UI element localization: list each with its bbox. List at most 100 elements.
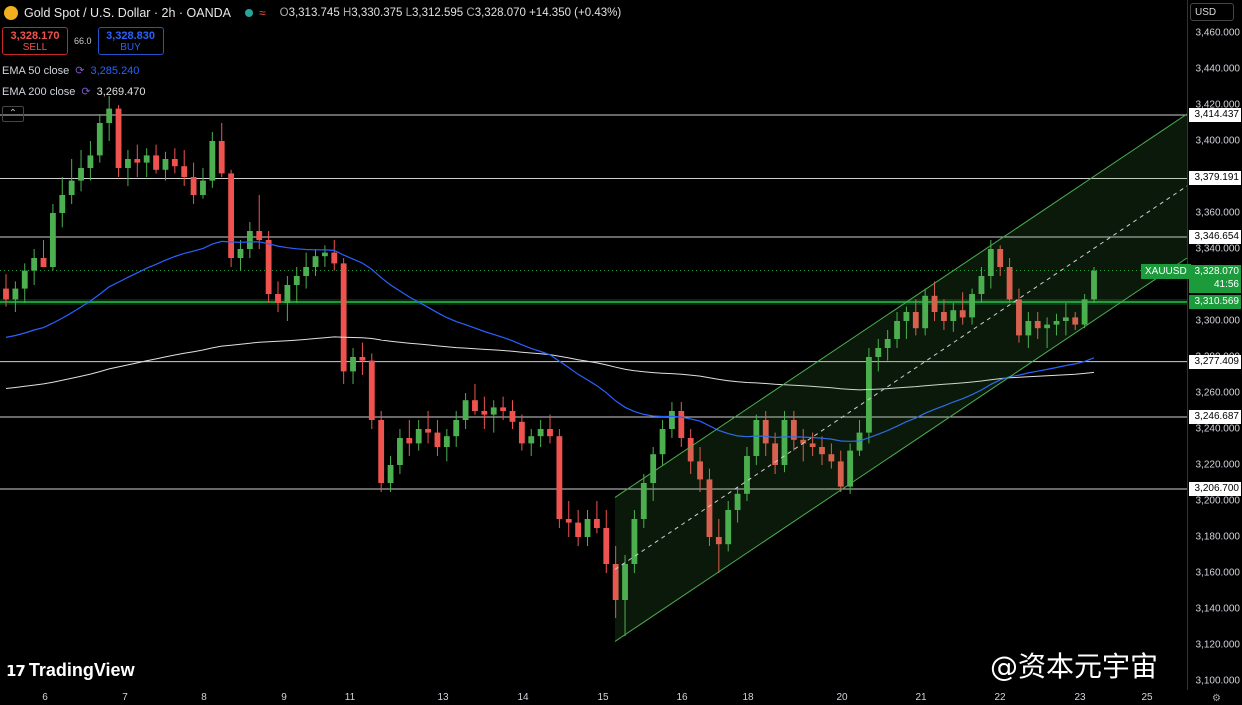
spread-value: 66.0 <box>74 36 92 46</box>
price-tick: 3,120.000 <box>1195 639 1241 651</box>
indicator-ema50[interactable]: EMA 50 close ⟳ 3,285.240 <box>2 64 140 78</box>
time-tick: 14 <box>517 692 529 703</box>
candle-body <box>293 276 300 285</box>
candle-body <box>894 321 900 339</box>
candle-body <box>96 123 103 156</box>
candle-body <box>359 357 366 361</box>
level-price-label: 3,414.437 <box>1189 108 1241 122</box>
refresh-icon[interactable]: ⟳ <box>75 65 85 77</box>
candle-body <box>819 447 825 455</box>
candle-body <box>725 510 732 545</box>
candle-body <box>884 339 891 348</box>
candle-body <box>153 155 159 170</box>
candle-body <box>256 231 263 240</box>
candle-body <box>762 420 769 444</box>
candle-body <box>518 421 525 444</box>
symbol-tag: XAUUSD <box>1141 264 1191 279</box>
candle-body <box>246 231 253 249</box>
candle-body <box>772 443 779 465</box>
candle-body <box>987 249 994 276</box>
indicator-value: 3,269.470 <box>96 85 146 98</box>
candle-body <box>171 159 178 167</box>
time-tick: 21 <box>915 692 927 703</box>
candle-body <box>678 411 685 438</box>
price-tick: 3,400.000 <box>1195 135 1241 147</box>
candle-body <box>284 285 291 303</box>
candle-body <box>875 348 882 357</box>
symbol-title[interactable]: Gold Spot / U.S. Dollar · 2h · OANDA <box>24 6 232 20</box>
candle-body <box>1044 324 1051 329</box>
candle-body <box>134 159 141 163</box>
time-axis[interactable]: 6 7 8 9 11 13 14 15 16 18 20 21 22 23 25 <box>0 690 1187 705</box>
time-tick: 11 <box>344 692 356 703</box>
indicator-value: 3,285.240 <box>90 64 140 77</box>
candle-body <box>809 443 816 447</box>
candle-body <box>1034 321 1041 329</box>
candle-body <box>59 195 66 213</box>
level-price-label: 3,246.687 <box>1189 409 1241 424</box>
price-tick: 3,260.000 <box>1195 387 1241 399</box>
candle-body <box>125 159 131 168</box>
candle-body <box>903 312 910 321</box>
time-tick: 22 <box>994 692 1006 703</box>
candle-body <box>931 295 938 312</box>
level-price-label: 3,346.654 <box>1189 230 1241 245</box>
candle-body <box>368 360 375 420</box>
indicator-label: EMA 200 close <box>2 85 76 98</box>
market-open-dot-icon <box>245 9 254 17</box>
candle-body <box>106 108 113 123</box>
tv-mark-icon: 𝟭𝟳 <box>6 662 26 680</box>
candle-body <box>500 407 507 411</box>
price-tick: 3,440.000 <box>1195 63 1241 75</box>
currency-selector[interactable]: USD <box>1190 3 1234 21</box>
candle-body <box>1072 317 1079 325</box>
time-tick: 7 <box>122 692 128 703</box>
candle-body <box>978 276 985 294</box>
indicator-ema200[interactable]: EMA 200 close ⟳ 3,269.470 <box>2 85 146 99</box>
current-price-label: 3,328.070 41:56 <box>1189 265 1241 293</box>
candle-body <box>481 411 488 415</box>
sell-button[interactable]: 3,328.170 SELL <box>2 27 68 55</box>
settings-icon[interactable]: ⚙ <box>1212 693 1221 704</box>
candle-body <box>218 141 225 174</box>
candle-body <box>622 564 628 600</box>
level-price-label: 3,277.409 <box>1189 354 1241 369</box>
candle-body <box>312 256 319 267</box>
candle-body <box>31 258 38 271</box>
candle-body <box>443 436 450 447</box>
candle-body <box>537 429 544 437</box>
level-zone <box>0 298 1187 305</box>
candle-body <box>275 294 281 303</box>
refresh-icon[interactable]: ⟳ <box>81 86 91 98</box>
collapse-chevron-icon[interactable]: ⌃ <box>2 106 24 122</box>
candle-body <box>472 400 478 411</box>
wave-icon: ≈ <box>259 6 266 20</box>
tradingview-logo: 𝟭𝟳 TradingView <box>6 660 135 680</box>
candle-body <box>706 479 713 537</box>
price-tick: 3,460.000 <box>1195 27 1241 39</box>
candle-body <box>1016 299 1022 336</box>
level-price-label: 3,206.700 <box>1189 481 1241 496</box>
candle-body <box>340 263 347 372</box>
time-tick: 25 <box>1141 692 1153 703</box>
candle-body <box>331 252 338 264</box>
candle-body <box>734 493 741 510</box>
candle-body <box>509 411 516 422</box>
candle-body <box>453 420 460 437</box>
candle-body <box>790 420 797 440</box>
candle-body <box>593 519 600 528</box>
candle-body <box>434 432 441 447</box>
price-axis[interactable]: 3,460.0003,440.0003,420.0003,400.0003,38… <box>1187 0 1242 690</box>
buy-button[interactable]: 3,328.830 BUY <box>97 27 164 55</box>
candle-body <box>49 213 56 267</box>
candle-body <box>143 155 150 163</box>
channel-upper-line <box>614 113 1188 498</box>
candle-body <box>865 357 872 433</box>
candle-body <box>181 166 188 177</box>
candle-body <box>350 357 356 372</box>
price-tick: 3,220.000 <box>1195 459 1241 471</box>
price-tick: 3,360.000 <box>1195 207 1241 219</box>
candle-body <box>1006 267 1013 300</box>
level-price-label: 3,310.569 <box>1189 294 1241 309</box>
